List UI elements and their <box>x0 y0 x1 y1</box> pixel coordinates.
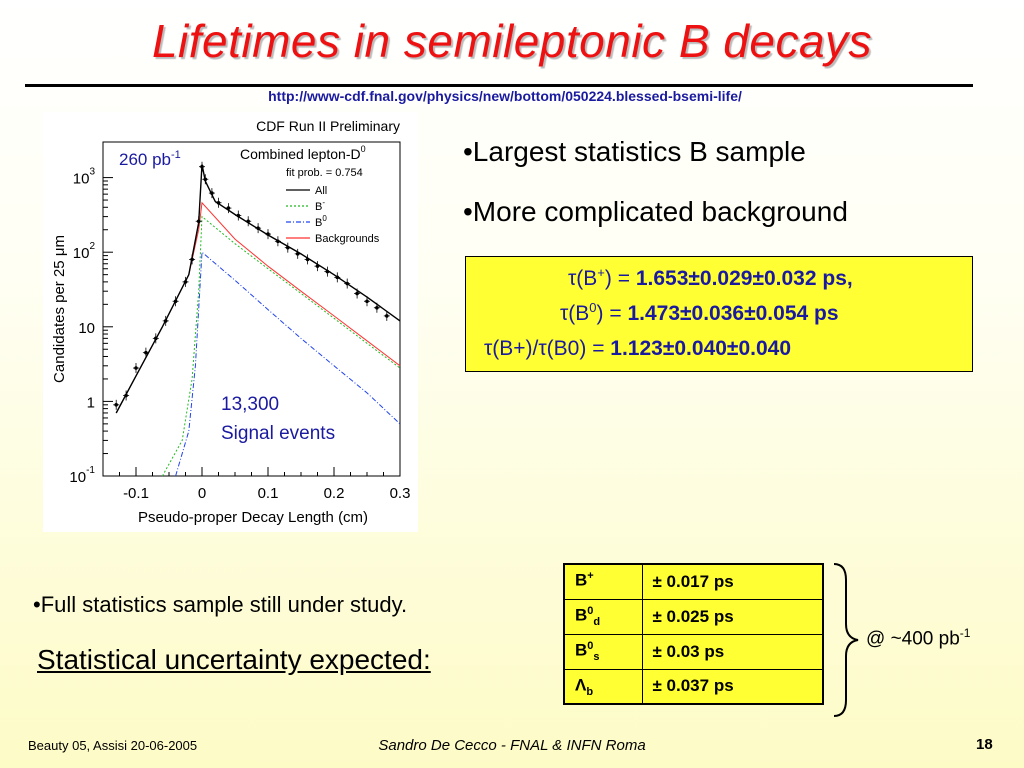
result-ratio-value: 1.123±0.040±0.040 <box>610 337 792 360</box>
lumi-label: 260 pb-1 <box>119 149 181 169</box>
series-line-b-0 <box>175 251 401 477</box>
sample-label: Combined lepton-D0 <box>240 144 366 162</box>
y-tick-label: 1 <box>87 394 95 411</box>
statistical-uncertainty-heading: Statistical uncertainty expected: <box>37 644 431 675</box>
curly-brace-icon <box>833 563 859 717</box>
y-tick-label: 10 <box>78 320 95 337</box>
result-b-zero: τ(B0) = 1.473±0.036±0.054 ps <box>560 300 839 326</box>
table-cell-particle: Λb <box>563 668 643 705</box>
x-tick-label: 0.2 <box>324 485 345 502</box>
table-row: B0s ± 0.03 ps <box>563 633 824 670</box>
result-b-plus-eq: ) = <box>604 267 636 290</box>
lifetime-plot: -0.1 0 0.1 0.2 0.3 10-1 1 10 102 103 CDF Run II Pr… <box>51 118 411 526</box>
legend-entry: Backgrounds <box>315 233 380 245</box>
table-row: B0d ± 0.025 ps <box>563 598 824 635</box>
page-number: 18 <box>976 736 993 753</box>
result-b-plus-value: 1.653±0.029±0.032 ps, <box>635 267 853 290</box>
table-cell-value: ± 0.037 ps <box>641 668 824 705</box>
y-tick-label: 10-1 <box>69 465 95 486</box>
plot-title: CDF Run II Preliminary <box>256 118 400 134</box>
legend-entry: All <box>315 185 327 197</box>
bullet-full-statistics: •Full statistics sample still under stud… <box>33 592 408 617</box>
slide-title: Lifetimes in semileptonic B decays <box>151 15 873 67</box>
lifetime-plot-panel: -0.1 0 0.1 0.2 0.3 10-1 1 10 102 103 CDF Run II Pr… <box>43 112 418 532</box>
footer-author: Sandro De Cecco - FNAL & INFN Roma <box>378 737 646 754</box>
result-ratio: τ(B+)/τ(B0) = 1.123±0.040±0.040 <box>484 337 791 361</box>
bullet-largest-statistics: •Largest statistics B sample <box>463 136 806 167</box>
table-cell-value: ± 0.025 ps <box>641 598 824 635</box>
legend-entry: B- <box>315 198 325 213</box>
title-divider <box>25 84 973 87</box>
lifetime-results-box: τ(B+) = 1.653±0.029±0.032 ps, τ(B0) = 1.… <box>465 256 973 372</box>
y-tick-label: 103 <box>73 167 96 188</box>
bullet-complicated-background: •More complicated background <box>463 196 848 227</box>
table-cell-particle: B0d <box>563 598 643 635</box>
result-b-plus: τ(B+) = 1.653±0.029±0.032 ps, <box>568 265 853 291</box>
table-cell-particle: B0s <box>563 633 643 670</box>
result-b-zero-value: 1.473±0.036±0.054 ps <box>627 302 839 325</box>
result-b-zero-eq: ) = <box>596 302 628 325</box>
series-line-b-minus <box>161 215 401 477</box>
fit-probability: fit prob. = 0.754 <box>286 167 363 179</box>
y-axis-label: Candidates per 25 μm <box>51 235 68 383</box>
table-row: Λb ± 0.037 ps <box>563 668 824 705</box>
result-b-zero-charge: 0 <box>589 300 597 315</box>
y-tick-label: 102 <box>73 241 96 262</box>
result-b-zero-label: τ(B <box>560 302 590 325</box>
x-tick-label: 0.3 <box>390 485 411 502</box>
result-b-plus-label: τ(B <box>568 267 598 290</box>
table-row: B+ ± 0.017 ps <box>563 563 824 600</box>
x-tick-label: 0.1 <box>258 485 279 502</box>
signal-label: Signal events <box>221 423 335 444</box>
source-url[interactable]: http://www-cdf.fnal.gov/physics/new/bott… <box>268 88 742 104</box>
uncertainty-table: B+ ± 0.017 ps B0d ± 0.025 ps B0s ± 0.03 … <box>563 563 824 705</box>
x-tick-label: 0 <box>198 485 206 502</box>
signal-count: 13,300 <box>221 394 279 415</box>
result-ratio-label: τ(B+)/τ(B0) = <box>484 337 611 360</box>
x-tick-label: -0.1 <box>123 485 149 502</box>
table-cell-particle: B+ <box>563 563 643 600</box>
luminosity-note: @ ~400 pb-1 <box>866 626 971 650</box>
table-cell-value: ± 0.017 ps <box>641 563 824 600</box>
footer-conference: Beauty 05, Assisi 20-06-2005 <box>28 738 198 753</box>
result-b-plus-charge: + <box>597 265 605 280</box>
legend-entry: B0 <box>315 214 327 229</box>
x-axis-label: Pseudo-proper Decay Length (cm) <box>138 509 368 526</box>
table-cell-value: ± 0.03 ps <box>641 633 824 670</box>
